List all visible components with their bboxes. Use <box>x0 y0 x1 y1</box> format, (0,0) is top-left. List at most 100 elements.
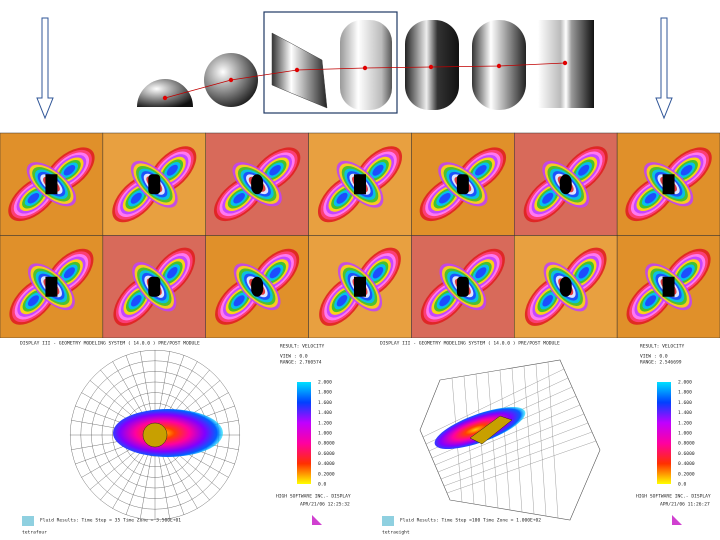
obstacle <box>354 276 366 297</box>
mesh-line <box>437 413 585 473</box>
range-label: RANGE: 2.546699 <box>640 360 682 366</box>
scale-label: 0.2000 <box>678 471 695 477</box>
contour-lobe <box>233 295 245 307</box>
contour-tile <box>102 132 206 236</box>
contour-tile <box>411 132 515 236</box>
scale-label: 0.2000 <box>318 471 335 477</box>
arrow-right <box>655 17 673 120</box>
logo <box>382 516 394 526</box>
model-name: tetraeight <box>382 530 410 536</box>
obstacle <box>45 174 58 195</box>
panel-header: DISPLAY III - GEOMETRY MODELING SYSTEM (… <box>20 341 200 347</box>
scale-label: 0.6000 <box>318 451 335 457</box>
contour-lobe <box>681 267 693 279</box>
scale-label: 0.4000 <box>678 461 695 467</box>
bottom-area <box>0 338 720 540</box>
contour-lobe <box>269 267 281 279</box>
scale-label: 1.400 <box>678 410 692 416</box>
body <box>469 415 513 445</box>
selection-box <box>263 11 398 114</box>
view-label: VIEW : 0.0 <box>640 354 668 360</box>
contour-tile <box>205 132 309 236</box>
mesh-line <box>422 368 565 438</box>
mesh-line <box>511 367 523 513</box>
contour-lobe <box>130 192 142 204</box>
color-bar <box>657 382 671 484</box>
caption: Fluid Results: Time Step = 35 Time Zone … <box>40 518 181 524</box>
contour-tile <box>616 235 720 339</box>
contour-lobe <box>131 294 142 307</box>
contour-lobe <box>680 164 693 176</box>
scale-label: 1.800 <box>318 390 332 396</box>
obstacle <box>559 276 572 297</box>
capsule-dark <box>405 20 459 110</box>
connector-dots <box>162 60 568 101</box>
contour-tile <box>514 235 618 339</box>
body <box>142 422 168 448</box>
scale-label: 0.8000 <box>678 441 695 447</box>
obstacle <box>456 276 469 297</box>
contour-tile <box>616 132 720 236</box>
date-label: APR/21/06 12:25:32 <box>300 502 350 508</box>
capsule-light <box>340 20 392 110</box>
axis-triad <box>312 515 322 525</box>
scale-label: 0.0 <box>318 482 327 488</box>
scale-label: 1.400 <box>318 410 332 416</box>
mesh-line <box>547 361 559 519</box>
obstacle <box>662 276 675 297</box>
mesh-line <box>434 404 581 466</box>
contour-lobe <box>372 266 384 279</box>
scale-label: 1.000 <box>678 431 692 437</box>
contour-tile <box>411 235 515 339</box>
mesh-line <box>535 363 547 517</box>
obstacle <box>251 276 264 297</box>
obstacle <box>148 276 161 297</box>
contour-tile <box>308 235 412 339</box>
mesh-line <box>443 431 593 487</box>
dot <box>362 65 368 71</box>
panel-header: DISPLAY III - GEOMETRY MODELING SYSTEM (… <box>380 341 560 347</box>
contour-lobe <box>269 164 281 176</box>
scale-label: 1.600 <box>318 400 332 406</box>
model-name: tetrafour <box>22 530 47 536</box>
contour-lobe <box>27 192 40 204</box>
scale-label: 2.000 <box>318 380 332 386</box>
date-label: APR/21/06 11:26:27 <box>660 502 710 508</box>
scale-label: 0.0 <box>678 482 687 488</box>
scale-label: 0.6000 <box>678 451 695 457</box>
logo <box>22 516 34 526</box>
scale-label: 1.200 <box>678 420 692 426</box>
mesh-box <box>419 359 601 521</box>
contour-lobe <box>336 294 348 307</box>
obstacle <box>354 174 366 195</box>
result-panel: DISPLAY III - GEOMETRY MODELING SYSTEM (… <box>380 341 711 536</box>
mesh-line <box>487 371 499 509</box>
contour-tile <box>308 132 412 236</box>
mesh-line <box>440 422 589 480</box>
contour-tile <box>0 235 104 339</box>
mesh-line <box>523 365 535 515</box>
dot <box>496 63 502 69</box>
contour-lobe <box>645 295 657 307</box>
obstacle <box>662 174 675 195</box>
mesh-line <box>499 369 511 511</box>
dot <box>294 67 300 73</box>
color-bar <box>297 382 311 484</box>
half-dome <box>137 79 193 107</box>
contour-lobe <box>166 164 178 176</box>
scale-label: 1.000 <box>318 431 332 437</box>
contour-tile <box>205 235 309 339</box>
range-label: RANGE: 2.760574 <box>280 360 322 366</box>
contour-lobe <box>542 294 553 307</box>
contour-lobe <box>644 192 657 204</box>
obstacle <box>148 174 161 195</box>
mesh-line <box>446 440 597 494</box>
contour-lobe <box>439 295 451 307</box>
company-label: HIGH SOFTWARE INC.- DISPLAY <box>276 494 351 500</box>
obstacle <box>456 174 469 195</box>
view-label: VIEW : 0.0 <box>280 354 308 360</box>
contour-grid <box>0 132 720 339</box>
dot <box>428 64 434 70</box>
arrow-left <box>36 17 54 120</box>
contour-tile <box>0 132 104 236</box>
